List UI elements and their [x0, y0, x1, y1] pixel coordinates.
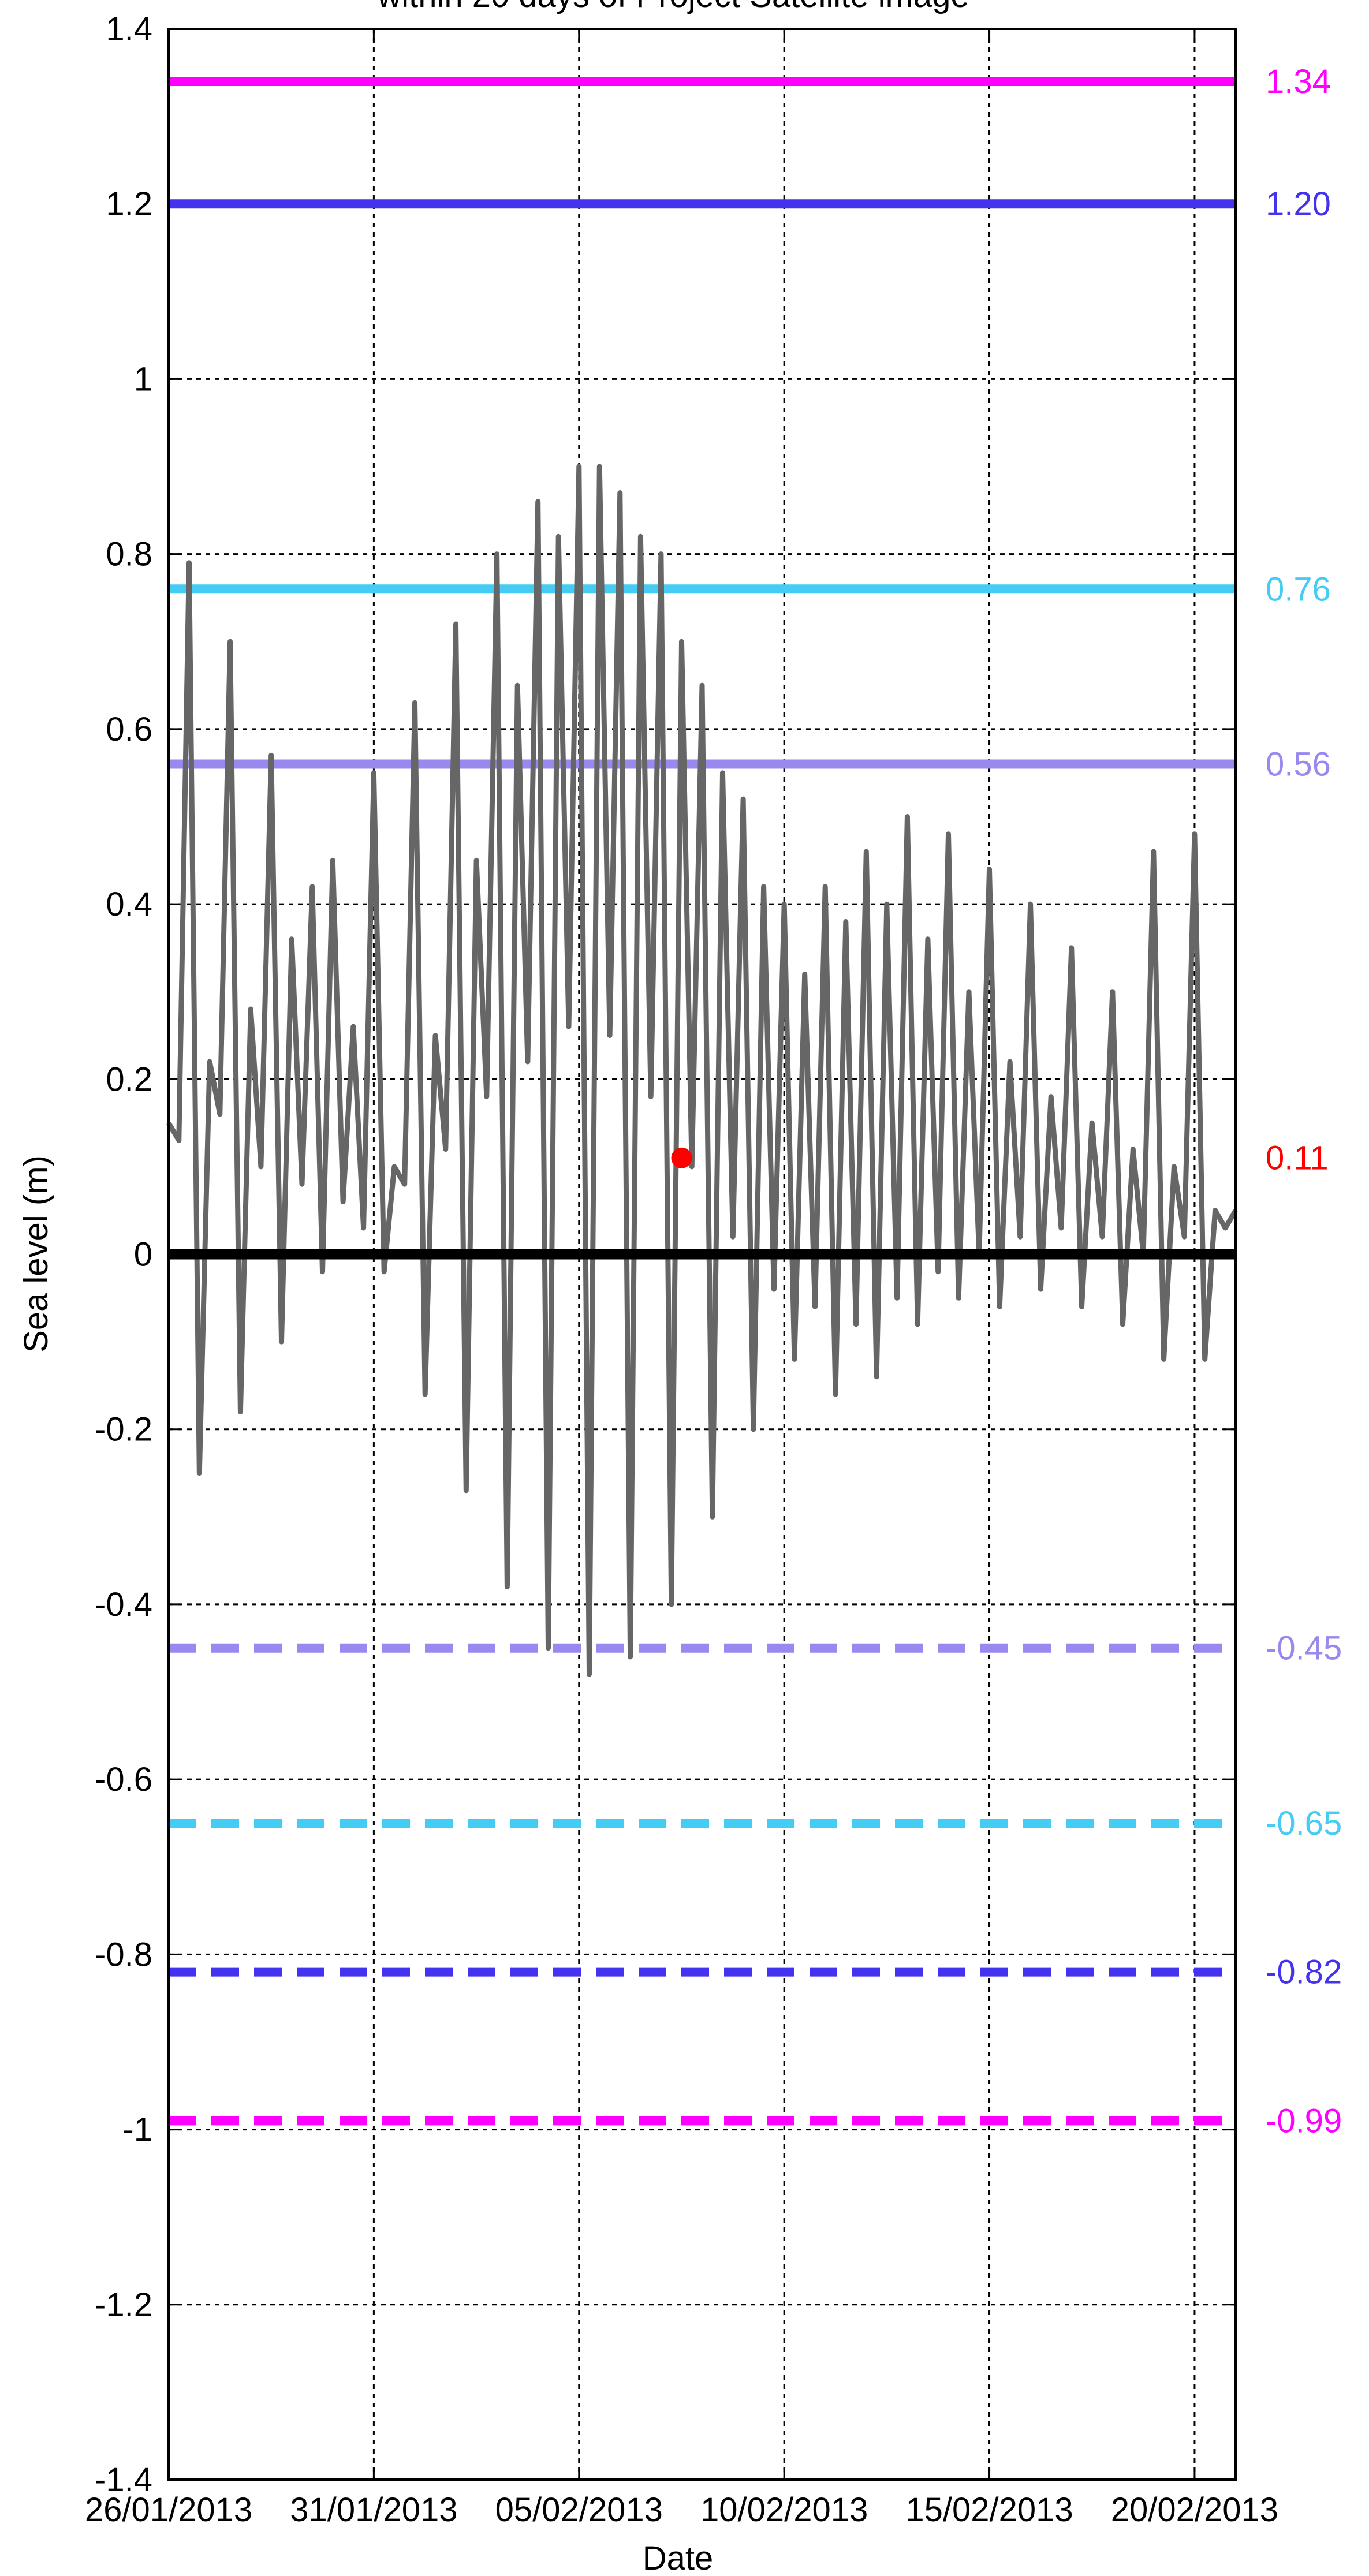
observation-marker — [671, 1147, 692, 1168]
x-tick-label: 26/01/2013 — [85, 2491, 252, 2529]
y-tick-label: -0.2 — [95, 1411, 152, 1448]
y-tick-label: -0.4 — [95, 1586, 152, 1623]
x-tick-label: 31/01/2013 — [290, 2491, 457, 2529]
y-tick-label: 1 — [134, 360, 152, 398]
level-labels: 1.34 1.20 0.76 0.56 -0.45 -0.65 -0.82 -0.99 0.11 — [1266, 63, 1342, 2140]
level-label: 1.20 — [1266, 185, 1331, 223]
level-label: 0.56 — [1266, 746, 1331, 783]
y-tick-label: -0.6 — [95, 1761, 152, 1798]
y-tick-label: 0.6 — [106, 711, 152, 748]
y-tick-label: -1 — [122, 2111, 152, 2149]
x-tick-label: 15/02/2013 — [905, 2491, 1073, 2529]
x-axis-label: Date — [643, 2540, 714, 2576]
x-tick-label: 05/02/2013 — [495, 2491, 663, 2529]
level-label: -0.82 — [1266, 1954, 1342, 1991]
x-tick-label: 10/02/2013 — [700, 2491, 868, 2529]
y-tick-label: -1.2 — [95, 2286, 152, 2324]
y-tick-label: 1.2 — [106, 185, 152, 223]
y-tick-label: 1.4 — [106, 10, 152, 48]
x-tick-labels: 26/01/2013 31/01/2013 05/02/2013 10/02/2013… — [85, 2491, 1278, 2529]
level-label: 1.34 — [1266, 63, 1331, 100]
y-tick-label: 0 — [134, 1236, 152, 1274]
y-tick-label: 0.2 — [106, 1061, 152, 1098]
marker-level-label: 0.11 — [1266, 1140, 1329, 1177]
y-axis-label: Sea level (m) — [17, 1155, 55, 1353]
series-layer — [166, 464, 1238, 1677]
y-tick-label: -1.4 — [95, 2461, 152, 2499]
y-tick-label: -0.8 — [95, 1936, 152, 1973]
plot-frame — [167, 28, 1237, 2481]
chart-title: within 20 days of Project Satellite imag… — [376, 0, 969, 14]
y-tick-label: 0.8 — [106, 536, 152, 573]
x-tick-label: 20/02/2013 — [1111, 2491, 1278, 2529]
level-label: -0.99 — [1266, 2102, 1342, 2140]
level-label: -0.65 — [1266, 1805, 1342, 1842]
level-label: -0.45 — [1266, 1630, 1342, 1667]
series-line-0 — [166, 464, 1238, 1677]
y-tick-labels: 1.4 1.2 1 0.8 0.6 0.4 0.2 0 -0.2 -0.4 -0.6 -0.8 -1 -1… — [95, 10, 152, 2499]
grid-lines — [167, 28, 1236, 2481]
level-label: 0.76 — [1266, 570, 1331, 608]
y-tick-label: 0.4 — [106, 886, 152, 923]
marker-layer — [671, 1147, 692, 1168]
